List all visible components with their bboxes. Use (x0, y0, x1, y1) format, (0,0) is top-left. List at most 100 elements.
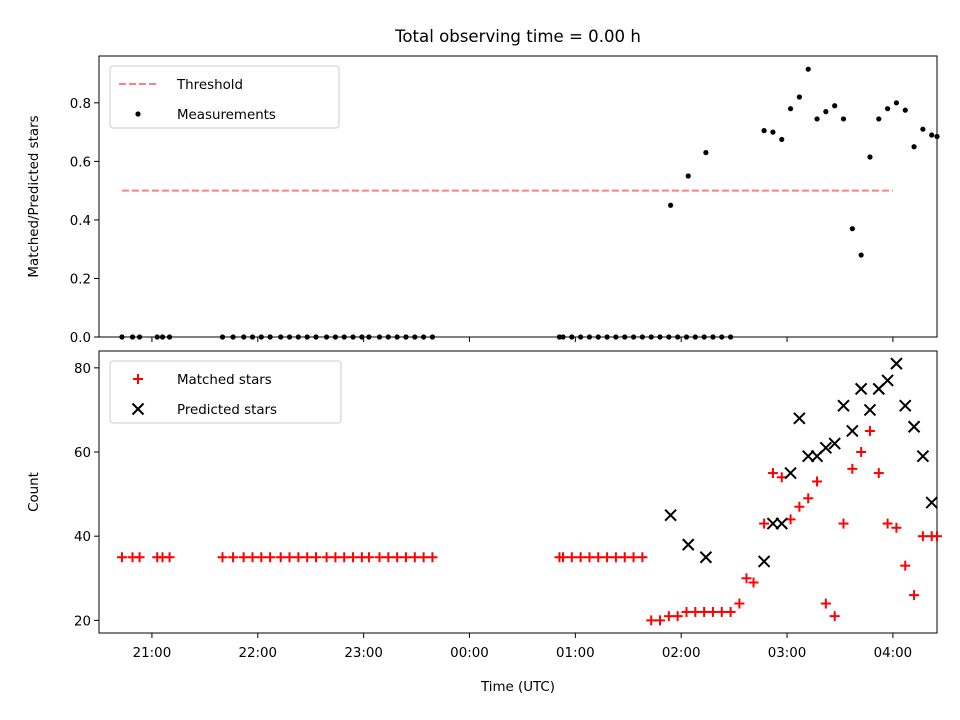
data-point (159, 334, 166, 340)
data-point (258, 334, 264, 340)
data-point (846, 424, 859, 438)
legend-label: Predicted stars (177, 403, 277, 418)
legend-label: Threshold (176, 78, 243, 93)
x-tick-label: 22:00 (238, 646, 277, 661)
data-point (293, 552, 304, 563)
data-point (366, 334, 372, 340)
data-point (219, 334, 226, 340)
data-point (374, 552, 385, 563)
data-point (595, 334, 601, 340)
data-point (646, 615, 657, 626)
x-tick-label: 00:00 (450, 646, 489, 661)
data-point (247, 552, 258, 563)
data-point (166, 334, 173, 340)
data-point (796, 94, 802, 100)
data-point (116, 552, 127, 563)
data-point (409, 552, 420, 563)
data-point (858, 252, 864, 258)
data-point (275, 552, 286, 563)
data-point (900, 560, 911, 571)
data-point (681, 606, 692, 617)
bottom-panel: 20 40 60 80 21:00 22:00 23:00 00:00 01:00 02:00 03… (27, 350, 942, 695)
data-point (840, 116, 847, 122)
y-axis-label: Count (27, 472, 42, 512)
data-point (412, 334, 418, 340)
data-point (867, 154, 873, 160)
data-point (787, 106, 794, 112)
data-point (230, 334, 236, 340)
data-point (847, 463, 858, 474)
legend-label: Measurements (177, 108, 276, 123)
data-point (304, 334, 310, 340)
data-point (873, 468, 884, 479)
data-point (775, 517, 788, 530)
data-point (881, 374, 894, 387)
data-point (593, 552, 604, 563)
data-point (136, 334, 143, 340)
data-point (856, 447, 867, 458)
data-point (154, 334, 160, 340)
series-measurements (119, 66, 940, 340)
data-point (348, 552, 359, 563)
data-point (794, 501, 805, 512)
data-point (683, 334, 690, 340)
data-point (119, 334, 125, 340)
data-point (849, 226, 855, 232)
data-point (164, 552, 175, 563)
data-point (699, 606, 710, 617)
data-point (330, 552, 341, 563)
y-tick-label: 0.8 (70, 97, 91, 112)
y-tick-label: 20 (74, 614, 91, 629)
data-point (767, 468, 778, 479)
y-tick-label: 0.6 (70, 155, 91, 170)
data-point (812, 476, 823, 487)
data-point (770, 129, 776, 135)
data-point (692, 334, 698, 340)
data-point (832, 103, 838, 109)
legend-handle (133, 374, 143, 384)
data-point (256, 552, 267, 563)
data-point (403, 334, 409, 340)
data-point (630, 334, 637, 340)
data-point (332, 334, 339, 340)
data-point (323, 334, 330, 340)
data-point (639, 334, 645, 340)
series-matched-stars (116, 425, 942, 626)
data-point (427, 552, 438, 563)
data-point (557, 552, 568, 563)
data-point (284, 552, 295, 563)
data-point (613, 334, 619, 340)
data-point (339, 552, 350, 563)
data-point (586, 334, 593, 340)
data-point (885, 106, 891, 112)
data-point (757, 555, 771, 568)
data-point (359, 334, 365, 340)
data-point (584, 552, 595, 563)
data-point (699, 551, 713, 564)
data-point (710, 334, 716, 340)
data-point (703, 149, 709, 156)
data-point (604, 334, 610, 340)
chart-title: Total observing time = 0.00 h (394, 27, 641, 46)
data-point (278, 334, 284, 340)
data-point (341, 334, 347, 340)
data-point (628, 552, 639, 563)
x-tick-label: 04:00 (874, 646, 913, 661)
legend-frame (109, 360, 342, 424)
data-point (854, 382, 868, 396)
data-point (759, 518, 770, 529)
data-point (578, 334, 584, 340)
legend: Threshold Measurements (109, 65, 340, 129)
x-tick-label: 02:00 (662, 646, 701, 661)
x-axis-label: Time (UTC) (480, 680, 555, 695)
data-point (819, 441, 833, 455)
data-point (837, 399, 850, 412)
data-point (610, 552, 621, 563)
data-point (902, 107, 908, 113)
data-point (238, 552, 249, 563)
legend-frame (109, 65, 340, 129)
legend-label: Matched stars (177, 373, 272, 388)
data-point (383, 552, 394, 563)
data-point (265, 552, 276, 563)
